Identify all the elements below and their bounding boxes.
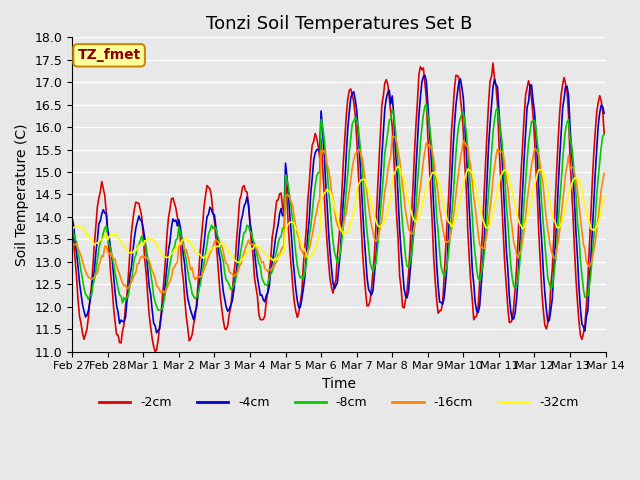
- -2cm: [246, 221, 254, 227]
- -4cm: [246, 219, 254, 225]
- -4cm: [134, 219, 141, 225]
- -4cm: [573, 254, 581, 260]
- -16cm: [600, 170, 608, 176]
- Text: TZ_fmet: TZ_fmet: [77, 48, 141, 62]
- -8cm: [246, 228, 254, 234]
- -4cm: [303, 253, 310, 259]
- -4cm: [421, 72, 429, 78]
- -32cm: [573, 175, 581, 180]
- -8cm: [573, 219, 581, 225]
- -32cm: [303, 252, 310, 258]
- X-axis label: Time: Time: [322, 377, 356, 391]
- -32cm: [227, 252, 234, 258]
- -16cm: [157, 290, 165, 296]
- -8cm: [154, 307, 162, 313]
- Line: -16cm: -16cm: [72, 136, 604, 293]
- Line: -32cm: -32cm: [72, 167, 604, 263]
- -8cm: [303, 261, 310, 267]
- Line: -2cm: -2cm: [72, 63, 604, 351]
- -2cm: [303, 226, 310, 232]
- -4cm: [600, 110, 608, 116]
- -8cm: [255, 261, 262, 266]
- -32cm: [68, 227, 76, 233]
- -2cm: [228, 289, 236, 295]
- -16cm: [303, 252, 310, 258]
- Y-axis label: Soil Temperature (C): Soil Temperature (C): [15, 123, 29, 266]
- Line: -8cm: -8cm: [72, 104, 604, 310]
- -4cm: [153, 330, 161, 336]
- -16cm: [134, 261, 141, 267]
- Title: Tonzi Soil Temperatures Set B: Tonzi Soil Temperatures Set B: [205, 15, 472, 33]
- -16cm: [573, 188, 581, 193]
- -16cm: [390, 133, 397, 139]
- -2cm: [134, 200, 141, 206]
- -32cm: [255, 244, 262, 250]
- -8cm: [134, 243, 141, 249]
- -32cm: [394, 164, 402, 169]
- -32cm: [246, 247, 254, 252]
- -2cm: [600, 131, 608, 136]
- -8cm: [600, 132, 608, 137]
- -2cm: [68, 219, 76, 225]
- -32cm: [600, 193, 608, 199]
- -32cm: [134, 245, 141, 251]
- -4cm: [255, 283, 262, 289]
- -2cm: [255, 312, 262, 317]
- -2cm: [151, 348, 159, 354]
- -16cm: [68, 242, 76, 248]
- -8cm: [422, 101, 430, 107]
- -4cm: [68, 215, 76, 221]
- Line: -4cm: -4cm: [72, 75, 604, 333]
- -16cm: [246, 241, 254, 247]
- -4cm: [228, 299, 236, 304]
- -2cm: [489, 60, 497, 66]
- -32cm: [234, 260, 242, 265]
- -8cm: [228, 286, 236, 291]
- -16cm: [228, 271, 236, 277]
- -16cm: [255, 252, 262, 258]
- -8cm: [68, 224, 76, 229]
- Legend: -2cm, -4cm, -8cm, -16cm, -32cm: -2cm, -4cm, -8cm, -16cm, -32cm: [94, 391, 584, 414]
- -2cm: [573, 299, 581, 305]
